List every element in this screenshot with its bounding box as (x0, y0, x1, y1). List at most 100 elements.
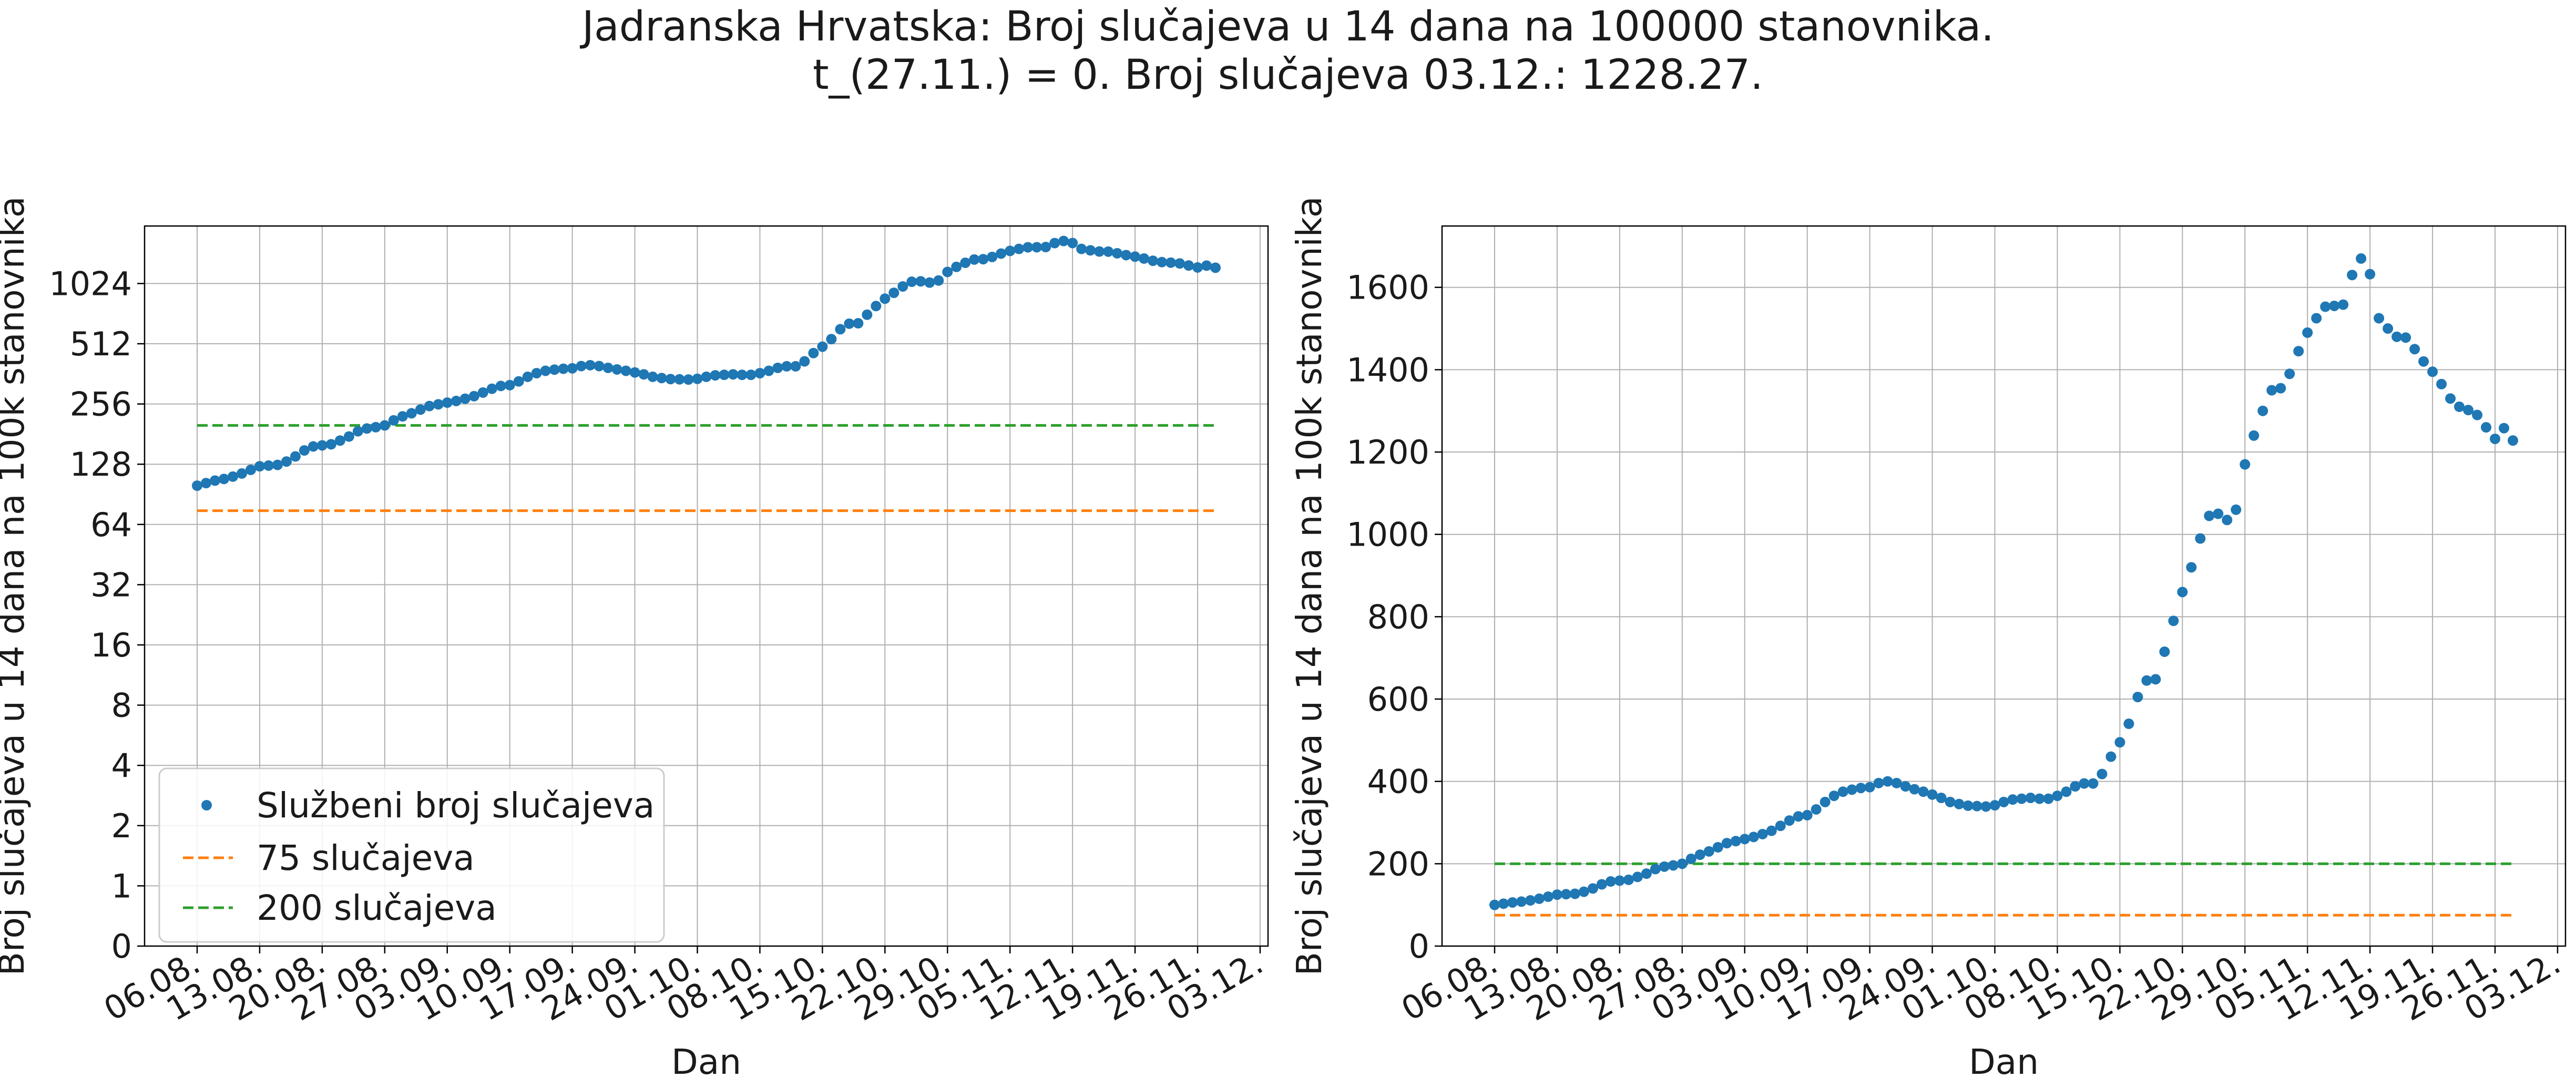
data-point (638, 369, 649, 380)
data-point (299, 445, 310, 456)
data-point (1685, 853, 1696, 864)
data-point (459, 393, 471, 404)
data-point (1882, 776, 1893, 787)
data-point (1802, 809, 1813, 820)
data-point (728, 369, 739, 380)
data-point (316, 440, 328, 451)
data-point (888, 288, 899, 299)
data-point (1837, 786, 1848, 797)
data-point (272, 459, 283, 470)
data-point (1811, 804, 1822, 815)
left-plot-log: 01248163264128256512102406.08.13.08.20.0… (0, 197, 1269, 1082)
data-point (2204, 510, 2215, 521)
data-point (1980, 801, 1991, 812)
data-point (540, 365, 551, 376)
data-point (227, 471, 238, 482)
data-point (594, 361, 605, 372)
data-point (2141, 675, 2152, 686)
data-point (763, 365, 774, 376)
data-point (1855, 783, 1866, 794)
data-point (576, 361, 587, 372)
data-point (2320, 301, 2331, 312)
data-point (1578, 886, 1589, 897)
data-point (1819, 796, 1831, 807)
data-point (1739, 834, 1750, 845)
data-point (2097, 768, 2108, 779)
data-point (343, 431, 354, 442)
data-point (1954, 798, 1965, 809)
data-point (1014, 243, 1025, 254)
y-tick-label: 1000 (1346, 516, 1429, 554)
data-point (1989, 800, 2000, 811)
data-point (2400, 332, 2411, 343)
y-tick-label: 800 (1367, 598, 1429, 636)
data-point (1139, 253, 1150, 264)
data-point (1677, 858, 1688, 869)
data-point (2436, 378, 2447, 389)
legend-label: 200 slučajeva (257, 888, 497, 928)
y-tick-label: 400 (1367, 763, 1429, 801)
data-point (245, 464, 256, 475)
data-point (2275, 383, 2286, 394)
data-point (1909, 784, 1920, 795)
data-point (424, 401, 435, 412)
y-tick-label: 8 (111, 686, 132, 725)
data-point (2302, 327, 2313, 338)
data-point (1157, 256, 1168, 268)
data-point (218, 474, 229, 485)
y-tick-label: 600 (1367, 680, 1429, 719)
data-point (996, 248, 1007, 259)
data-point (1748, 832, 1759, 843)
y-tick-label: 1024 (49, 264, 132, 303)
data-point (325, 439, 336, 450)
y-tick-label: 1400 (1346, 351, 1429, 389)
data-point (862, 309, 873, 320)
data-point (2293, 346, 2304, 357)
data-point (665, 374, 676, 385)
data-point (1650, 864, 1661, 875)
y-tick-label: 32 (90, 566, 132, 604)
data-point (790, 361, 801, 372)
data-point (772, 362, 783, 373)
data-point (1927, 789, 1938, 800)
data-point (2508, 435, 2518, 446)
data-point (1058, 235, 1069, 247)
data-point (2222, 515, 2233, 526)
data-point (451, 395, 462, 406)
data-point (2427, 366, 2438, 377)
data-point (2240, 459, 2251, 470)
data-point (1085, 245, 1096, 256)
legend-label: 75 slučajeva (257, 838, 475, 878)
data-point (2150, 674, 2161, 685)
data-point (1121, 250, 1132, 261)
y-tick-label: 128 (70, 445, 132, 484)
data-point (915, 276, 926, 287)
data-point (674, 374, 685, 385)
data-point (1192, 262, 1203, 273)
data-point (647, 371, 658, 382)
data-point (263, 460, 274, 471)
data-point (1031, 242, 1042, 253)
data-point (2231, 504, 2242, 515)
data-point (1614, 875, 1625, 886)
data-point (1873, 777, 1884, 788)
data-point (1489, 899, 1500, 910)
data-point (1864, 782, 1875, 793)
data-point (254, 461, 265, 472)
data-point (585, 360, 596, 371)
data-point (308, 441, 319, 452)
data-point (853, 318, 864, 329)
data-point (1516, 896, 1527, 907)
x-axis-label: Dan (1969, 1042, 2039, 1082)
data-point (683, 374, 694, 385)
data-point (1694, 849, 1705, 860)
data-point (2463, 405, 2474, 416)
data-point (808, 347, 819, 358)
data-point (477, 387, 488, 398)
data-point (1525, 895, 1536, 906)
figure-title-line2: t_(27.11.) = 0. Broj slučajeva 03.12.: 1… (812, 52, 1764, 99)
data-point (1775, 820, 1786, 832)
data-point (835, 324, 846, 335)
data-point (2338, 299, 2349, 310)
data-point (826, 334, 837, 345)
